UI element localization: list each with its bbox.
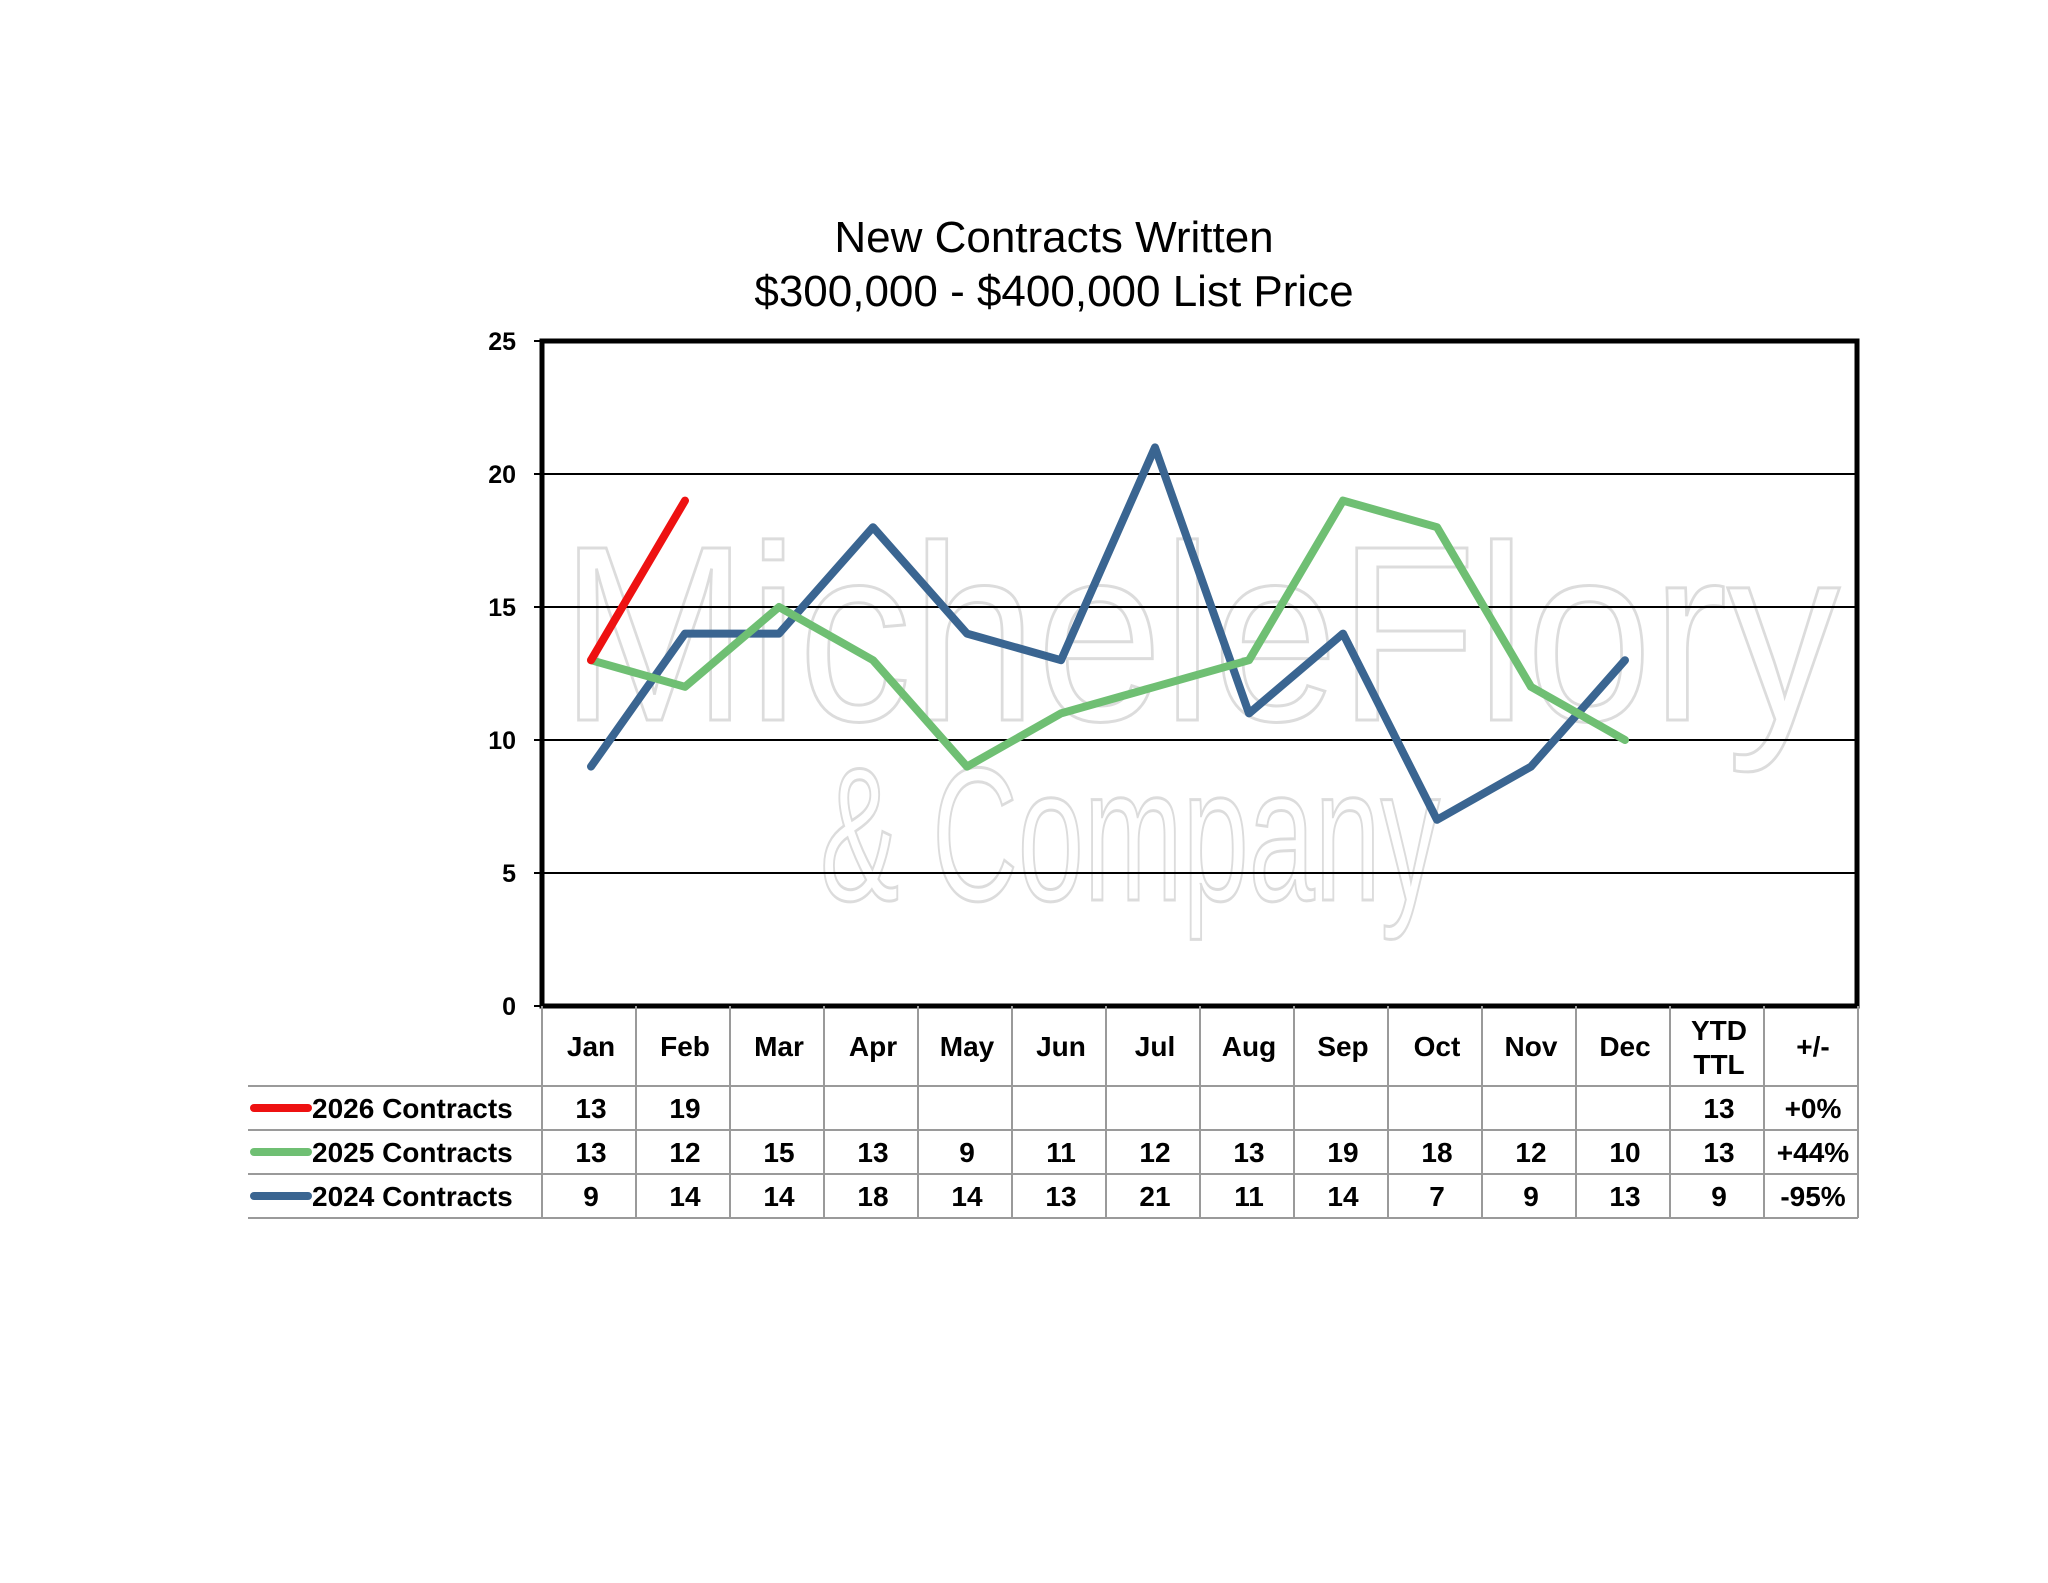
legend-label: 2024 Contracts bbox=[312, 1181, 513, 1212]
change-header: +/- bbox=[1796, 1031, 1829, 1062]
x-tick-label: Jan bbox=[567, 1031, 615, 1062]
legend-label: 2026 Contracts bbox=[312, 1093, 513, 1124]
x-tick-label: Oct bbox=[1414, 1031, 1461, 1062]
table-cell: 12 bbox=[669, 1137, 700, 1168]
table-cell: 14 bbox=[669, 1181, 701, 1212]
table-cell: 10 bbox=[1609, 1137, 1640, 1168]
x-tick-label: Jun bbox=[1036, 1031, 1086, 1062]
legend-label: 2025 Contracts bbox=[312, 1137, 513, 1168]
series-line bbox=[587, 496, 1629, 771]
x-tick-label: Jul bbox=[1135, 1031, 1175, 1062]
x-tick-label: May bbox=[940, 1031, 995, 1062]
table-cell: 11 bbox=[1234, 1181, 1264, 1212]
table-cell: 19 bbox=[1327, 1137, 1358, 1168]
table-cell: 9 bbox=[1523, 1181, 1539, 1212]
ytd-cell: 13 bbox=[1703, 1137, 1734, 1168]
y-tick-label: 15 bbox=[488, 594, 516, 622]
table-cell: 12 bbox=[1139, 1137, 1170, 1168]
table-cell: 13 bbox=[575, 1137, 606, 1168]
table-cell: 13 bbox=[857, 1137, 888, 1168]
table-cell: 19 bbox=[669, 1093, 700, 1124]
ytd-cell: 13 bbox=[1703, 1093, 1734, 1124]
x-tick-label: Mar bbox=[754, 1031, 804, 1062]
table-cell: 13 bbox=[1609, 1181, 1640, 1212]
table-cell: 18 bbox=[1421, 1137, 1452, 1168]
ytd-header: YTD bbox=[1691, 1015, 1747, 1046]
table-cell: 13 bbox=[575, 1093, 606, 1124]
y-tick-label: 0 bbox=[502, 993, 516, 1021]
chart-title: New Contracts Written bbox=[834, 213, 1273, 262]
ytd-header: TTL bbox=[1693, 1049, 1744, 1080]
table-cell: 18 bbox=[857, 1181, 888, 1212]
change-cell: +0% bbox=[1785, 1093, 1842, 1124]
y-tick-label: 25 bbox=[488, 328, 516, 356]
ytd-cell: 9 bbox=[1711, 1181, 1727, 1212]
x-tick-label: Feb bbox=[660, 1031, 710, 1062]
data-table: Jan Feb Mar Apr May Jun Jul Aug Sep Oct Nov Dec YTDT… bbox=[248, 1006, 1859, 1219]
gridlines bbox=[542, 473, 1857, 874]
x-tick-label: Nov bbox=[1505, 1031, 1558, 1062]
change-cell: +44% bbox=[1777, 1137, 1849, 1168]
series-lines bbox=[587, 443, 1629, 824]
table-cell: 7 bbox=[1429, 1181, 1445, 1212]
table-cell: 21 bbox=[1139, 1181, 1170, 1212]
x-tick-label: Sep bbox=[1317, 1031, 1368, 1062]
table-cell: 9 bbox=[583, 1181, 599, 1212]
series-line bbox=[587, 496, 689, 665]
x-tick-label: Aug bbox=[1222, 1031, 1276, 1062]
table-cell: 11 bbox=[1046, 1137, 1076, 1168]
y-tick-label: 20 bbox=[488, 461, 516, 489]
y-tick-label: 10 bbox=[488, 727, 516, 755]
table-cell: 13 bbox=[1233, 1137, 1264, 1168]
chart-subtitle: $300,000 - $400,000 List Price bbox=[754, 267, 1353, 316]
table-cell: 14 bbox=[951, 1181, 983, 1212]
watermark-line2: & Company bbox=[820, 729, 1440, 941]
table-cell: 9 bbox=[959, 1137, 975, 1168]
table-cell: 12 bbox=[1515, 1137, 1546, 1168]
change-cell: -95% bbox=[1780, 1181, 1845, 1212]
table-cell: 14 bbox=[1327, 1181, 1359, 1212]
y-axis: 0 5 10 15 20 25 bbox=[488, 328, 543, 1021]
table-cell: 14 bbox=[763, 1181, 795, 1212]
table-cell: 15 bbox=[763, 1137, 794, 1168]
y-tick-label: 5 bbox=[502, 860, 516, 888]
x-tick-label: Dec bbox=[1599, 1031, 1650, 1062]
series-line bbox=[587, 443, 1629, 824]
x-tick-label: Apr bbox=[849, 1031, 897, 1062]
table-cell: 13 bbox=[1045, 1181, 1076, 1212]
